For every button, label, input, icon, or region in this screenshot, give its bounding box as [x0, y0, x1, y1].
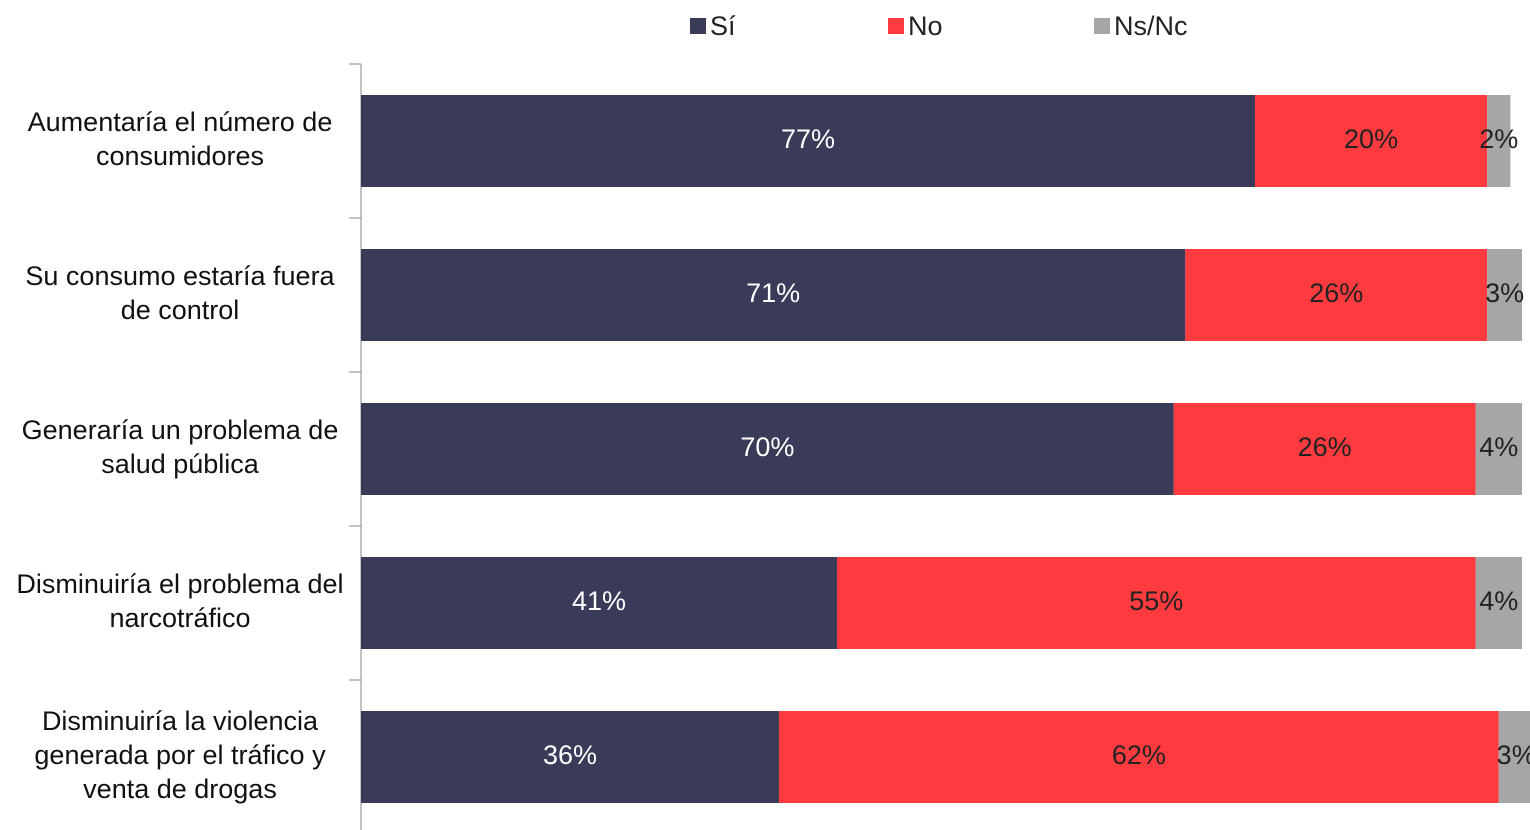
data-label-nsnc: 3% [1497, 740, 1530, 770]
category-label: Aumentaría el número de consumidores [28, 107, 333, 171]
category-label-line: narcotráfico [109, 603, 250, 633]
category-label: Generaría un problema de salud pública [22, 415, 339, 479]
bar-segment-si [361, 557, 838, 649]
legend-swatch-no [888, 18, 904, 34]
bar-segment-nsnc [1487, 95, 1511, 187]
data-label-si: 71% [746, 278, 800, 308]
category-label: Disminuiría la violencia generada por el … [34, 706, 326, 804]
data-label-no: 20% [1344, 124, 1398, 154]
data-label-si: 70% [740, 432, 794, 462]
category-label-line: Disminuiría la violencia [42, 706, 319, 736]
category-label: Su consumo estaría fuera de control [25, 261, 335, 325]
data-label-no: 62% [1112, 740, 1166, 770]
bar-segment-si [361, 403, 1174, 495]
legend-swatch-nsnc [1094, 18, 1110, 34]
legend-item-si: Sí [690, 8, 736, 44]
bar-segment-no [837, 557, 1476, 649]
bar-segment-no [1185, 249, 1488, 341]
data-label-si: 77% [781, 124, 835, 154]
data-label-nsnc: 3% [1485, 278, 1524, 308]
bar-segment-no [778, 711, 1499, 803]
category-label-line: consumidores [96, 141, 264, 171]
data-label-si: 41% [572, 586, 626, 616]
legend-item-nsnc: Ns/Nc [1094, 8, 1188, 44]
bar-segment-si [361, 711, 779, 803]
category-label-line: de control [121, 295, 240, 325]
bar-segment-nsnc [1498, 711, 1530, 803]
category-label-line: Disminuiría el problema del [16, 569, 343, 599]
category-label: Disminuiría el problema del narcotráfico [16, 569, 343, 633]
legend-swatch-si [690, 18, 706, 34]
data-label-si: 36% [543, 740, 597, 770]
bar-segment-nsnc [1475, 403, 1522, 495]
legend-label-si: Sí [710, 10, 736, 41]
category-label-line: salud pública [101, 449, 260, 479]
category-label-line: Aumentaría el número de [28, 107, 333, 137]
category-label-line: generada por el tráfico y [34, 740, 326, 770]
bar-segment-si [361, 95, 1255, 187]
data-label-nsnc: 2% [1479, 124, 1518, 154]
category-label-line: Generaría un problema de [22, 415, 339, 445]
bar-segment-no [1254, 95, 1488, 187]
data-label-no: 55% [1129, 586, 1183, 616]
data-label-nsnc: 4% [1479, 432, 1518, 462]
category-label-line: Su consumo estaría fuera [25, 261, 335, 291]
category-label-line: venta de drogas [83, 774, 277, 804]
bar-segment-nsnc [1487, 249, 1522, 341]
bar-segment-nsnc [1475, 557, 1522, 649]
data-label-nsnc: 4% [1479, 586, 1518, 616]
data-label-no: 26% [1298, 432, 1352, 462]
bar-segment-no [1173, 403, 1476, 495]
bar-segment-si [361, 249, 1186, 341]
legend-label-no: No [908, 10, 943, 41]
legend-label-nsnc: Ns/Nc [1114, 10, 1188, 41]
legend-item-no: No [888, 8, 943, 44]
data-label-no: 26% [1309, 278, 1363, 308]
